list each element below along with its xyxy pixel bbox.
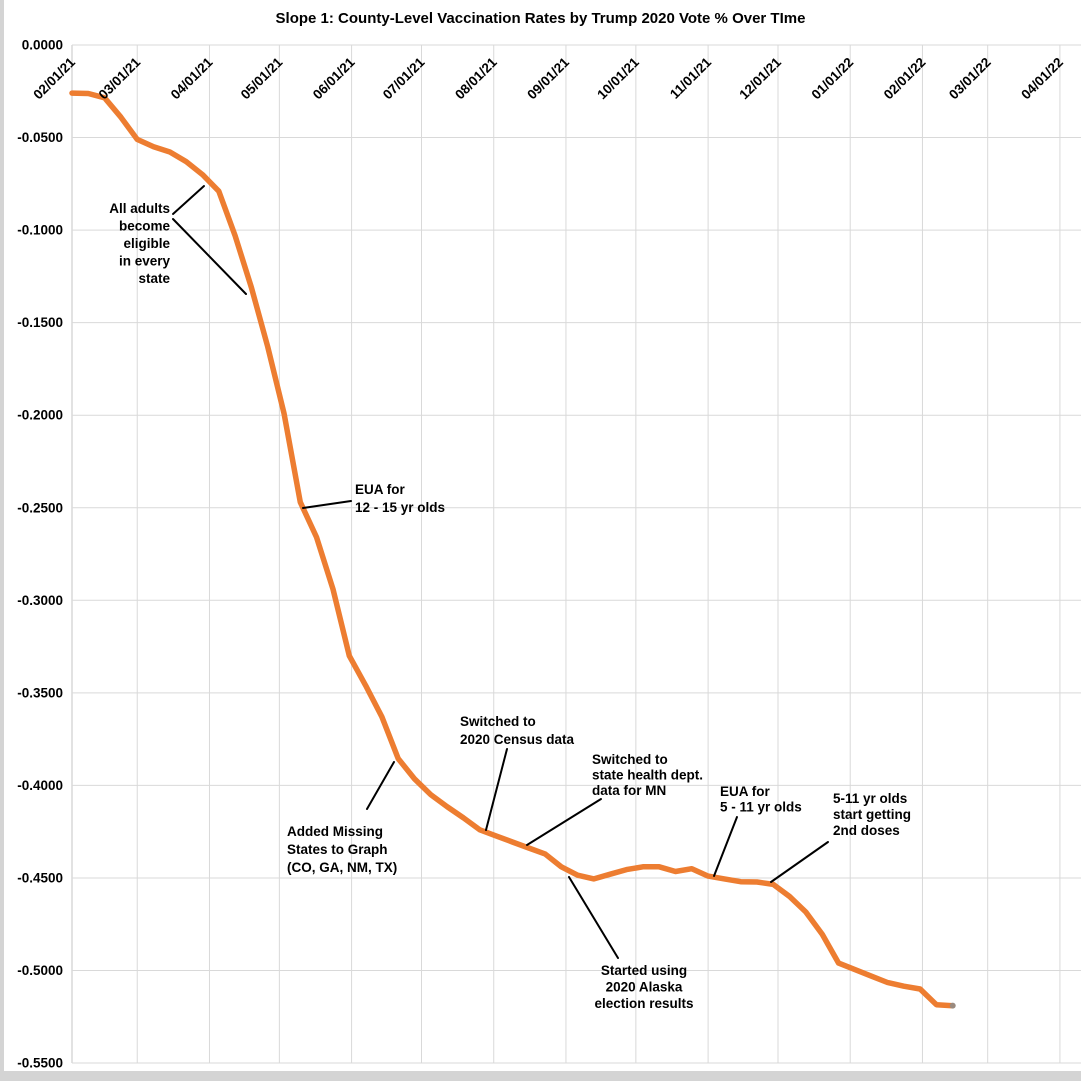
y-axis-tick-label: -0.5000 — [17, 963, 63, 978]
x-axis-tick-label: 09/01/21 — [524, 54, 572, 102]
annotation-text: Switched to 2020 Census data — [460, 714, 575, 747]
window-edge-bottom — [0, 1071, 1081, 1081]
x-axis-labels: 02/01/21 03/01/21 04/01/21 05/01/21 06/01/21… — [30, 54, 1066, 102]
annotation-alaska-results: Started using 2020 Alaska election results — [568, 876, 694, 1011]
x-axis-tick-label: 04/01/22 — [1018, 55, 1066, 103]
x-axis-tick-label: 03/01/21 — [96, 54, 144, 102]
annotation-text: Started using 2020 Alaska election results — [594, 963, 693, 1011]
annotation-leader-line — [172, 218, 247, 295]
window-edge-left — [0, 0, 4, 1081]
x-axis-tick-label: 10/01/21 — [594, 54, 642, 102]
y-axis-tick-label: -0.2500 — [17, 500, 63, 515]
x-axis-tick-label: 05/01/21 — [238, 54, 286, 102]
annotation-second-doses-5-11: 5-11 yr olds start getting 2nd doses — [770, 791, 911, 883]
x-axis-tick-label: 07/01/21 — [380, 54, 428, 102]
y-axis-tick-label: -0.1000 — [17, 223, 63, 238]
annotation-leader-line — [713, 816, 738, 877]
y-axis-tick-label: -0.5500 — [17, 1056, 63, 1071]
x-axis-tick-label: 08/01/21 — [452, 54, 500, 102]
annotation-text: EUA for 5 - 11 yr olds — [720, 784, 802, 815]
y-axis-tick-label: -0.1500 — [17, 315, 63, 330]
x-axis-tick-label: 11/01/21 — [667, 54, 715, 102]
annotation-text: All adults become eligible in every state — [109, 201, 170, 286]
annotation-mn-health-dept: Switched to state health dept. data for MN — [526, 752, 703, 846]
y-axis-labels: 0.0000 -0.0500 -0.1000 -0.1500 -0.2000 -0.250… — [17, 38, 63, 1071]
y-axis-tick-label: -0.4000 — [17, 778, 63, 793]
x-axis-tick-label: 03/01/22 — [946, 55, 994, 103]
annotation-text: Switched to state health dept. data for MN — [592, 752, 703, 798]
annotation-added-missing-states: Added Missing States to Graph (CO, GA, NM,… — [287, 761, 397, 875]
x-axis-tick-label: 06/01/21 — [310, 54, 358, 102]
annotation-leader-line — [770, 841, 829, 883]
y-axis-tick-label: 0.0000 — [22, 38, 63, 53]
x-axis-tick-label: 02/01/22 — [881, 55, 929, 103]
annotation-text: EUA for 12 - 15 yr olds — [355, 482, 445, 515]
annotation-leader-line — [526, 798, 602, 846]
annotation-leader-line — [302, 500, 352, 509]
annotation-text: Added Missing States to Graph (CO, GA, NM,… — [287, 824, 397, 875]
series-line — [69, 90, 956, 1009]
gridlines — [71, 44, 1081, 1064]
y-axis-tick-label: -0.0500 — [17, 130, 63, 145]
annotation-leader-line — [172, 185, 205, 215]
annotation-leader-line — [366, 761, 395, 810]
y-axis-tick-label: -0.3000 — [17, 593, 63, 608]
annotation-census-2020: Switched to 2020 Census data — [460, 714, 575, 831]
chart-title: Slope 1: County-Level Vaccination Rates … — [275, 10, 806, 27]
x-axis-tick-label: 04/01/21 — [168, 54, 216, 102]
x-axis-tick-label: 12/01/21 — [736, 54, 784, 102]
y-axis-tick-label: -0.4500 — [17, 870, 63, 885]
y-axis-tick-label: -0.2000 — [17, 408, 63, 423]
annotation-all-adults-eligible: All adults become eligible in every state — [109, 185, 247, 295]
annotation-leader-line — [568, 876, 619, 959]
y-axis-tick-label: -0.3500 — [17, 685, 63, 700]
annotation-leader-line — [485, 748, 508, 831]
series-end-cap — [949, 1002, 956, 1009]
x-axis-tick-label: 01/01/22 — [809, 55, 857, 103]
annotation-eua-12-15: EUA for 12 - 15 yr olds — [302, 482, 445, 515]
annotation-eua-5-11: EUA for 5 - 11 yr olds — [713, 784, 802, 877]
annotation-text: 5-11 yr olds start getting 2nd doses — [833, 791, 911, 838]
